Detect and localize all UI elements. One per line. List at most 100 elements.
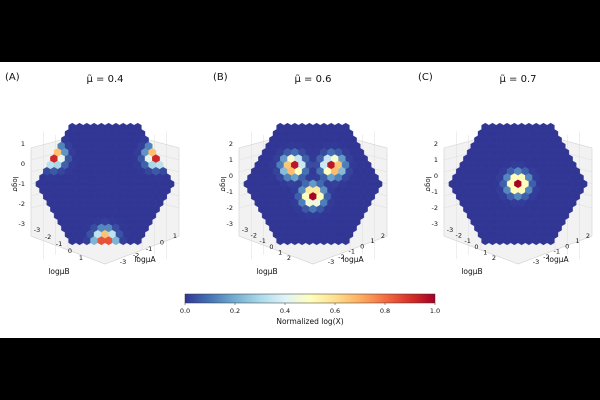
x-axis-label: logμA <box>342 255 364 264</box>
heatmap-cell <box>283 236 292 246</box>
panel-label: (C) <box>418 72 433 83</box>
x-tick-label: 0 <box>565 242 569 250</box>
z-tick-label: -1 <box>19 180 25 188</box>
heatmap-cell <box>320 236 328 246</box>
x-tick-label: 0 <box>160 239 164 247</box>
y-tick-label: 2 <box>492 254 496 262</box>
colorbar-tick-label: 0.0 <box>180 307 190 315</box>
heatmap-cell <box>97 236 106 246</box>
heatmap-cell <box>112 236 120 246</box>
heatmap-cell <box>305 236 314 246</box>
heatmap-cell <box>525 236 533 246</box>
z-tick-label: -1 <box>227 188 233 196</box>
x-tick-label: -2 <box>543 253 549 261</box>
heatmap-cell <box>517 236 526 246</box>
y-tick-label: 0 <box>474 243 478 251</box>
panel-0: (A) μ̃ = 0.410-1-2-3logσ-3-2-101logμB-3-2… <box>5 72 180 276</box>
panel-1: (B) μ̃ = 0.6210-1-2-3logσ-3-2-1012logμB-3… <box>213 72 388 276</box>
heatmap-cell <box>481 236 490 246</box>
y-tick-label: 1 <box>278 248 282 256</box>
heatmap-cell <box>341 236 350 246</box>
z-tick-label: 1 <box>229 156 233 164</box>
y-tick-label: -3 <box>242 226 248 234</box>
x-tick-label: 1 <box>371 237 375 245</box>
heatmap-cell <box>82 236 91 246</box>
heatmap-cell <box>276 236 285 246</box>
y-tick-label: -2 <box>456 232 462 240</box>
z-tick-label: 0 <box>21 160 25 168</box>
panel-2: (C) μ̃ = 0.7210-1-2-3logσ-3-2-1012logμB-3… <box>418 72 593 276</box>
heatmap-cell <box>291 236 299 246</box>
z-tick-label: -3 <box>227 220 233 228</box>
heatmap-cell <box>510 236 519 246</box>
z-tick-label: 0 <box>229 172 233 180</box>
x-tick-label: 1 <box>173 232 177 240</box>
x-tick-label: -3 <box>328 258 334 266</box>
x-axis-label: logμA <box>547 255 569 264</box>
y-axis-label: logμB <box>48 267 69 276</box>
x-tick-label: 0 <box>360 242 364 250</box>
heatmap-cell <box>104 236 113 246</box>
colorbar: 0.0 0.2 0.4 0.6 0.8 1.0 Normalized log(X) <box>180 293 440 326</box>
x-tick-label: 2 <box>586 232 590 240</box>
heatmap-cell <box>546 236 555 246</box>
heatmap-hexagon <box>448 122 588 246</box>
z-tick-label: -3 <box>432 220 438 228</box>
x-tick-label: -1 <box>554 248 560 256</box>
colorbar-gradient <box>184 293 436 304</box>
y-tick-label: -3 <box>34 226 40 234</box>
y-tick-label: 1 <box>483 248 487 256</box>
x-axis-label: logμA <box>134 255 156 264</box>
colorbar-tick-label: 0.4 <box>280 307 290 315</box>
x-tick-label: -2 <box>133 252 139 260</box>
colorbar-tick-label: 0.8 <box>380 307 390 315</box>
z-tick-label: -2 <box>432 204 438 212</box>
z-tick-label: 0 <box>434 172 438 180</box>
colorbar-tick-label: 0.6 <box>330 307 340 315</box>
y-tick-label: -1 <box>56 240 62 248</box>
z-tick-label: -2 <box>19 200 25 208</box>
y-tick-label: -2 <box>45 233 51 241</box>
x-tick-label: -3 <box>533 258 539 266</box>
y-tick-label: 0 <box>269 243 273 251</box>
z-tick-label: 2 <box>434 140 438 148</box>
heatmap-cell <box>532 236 540 246</box>
x-tick-label: -2 <box>338 253 344 261</box>
heatmap-cell <box>119 236 128 246</box>
x-tick-label: -1 <box>146 245 152 253</box>
heatmap-hexagon <box>243 122 383 246</box>
heatmap-cell <box>90 236 98 246</box>
x-tick-label: -3 <box>120 258 126 266</box>
figure-canvas: (A) μ̃ = 0.4 1 0 -1 -2 -3 logσ -3 -2 -1 0 1 logμB -3 -2… <box>0 62 600 338</box>
y-axis-label: logμB <box>256 267 277 276</box>
z-tick-label: 2 <box>229 140 233 148</box>
heatmap-cell <box>327 236 335 246</box>
heatmap-cell <box>68 236 77 246</box>
y-tick-label: 0 <box>68 247 72 255</box>
colorbar-tick-label: 0.2 <box>230 307 240 315</box>
y-tick-label: 2 <box>287 254 291 262</box>
z-tick-label: 1 <box>434 156 438 164</box>
y-tick-label: -1 <box>464 237 470 245</box>
panel-title: μ̃ = 0.4 <box>86 73 123 85</box>
panel-label: (B) <box>213 72 228 83</box>
heatmap-cell <box>539 236 548 246</box>
z-tick-label: -1 <box>432 188 438 196</box>
panel-label: (A) <box>5 72 20 83</box>
heatmap-hexagon <box>35 122 175 246</box>
z-tick-label: -3 <box>19 220 25 228</box>
y-axis-label: logμB <box>461 267 482 276</box>
heatmap-cell <box>75 236 84 246</box>
panel-title: μ̃ = 0.7 <box>499 73 536 85</box>
x-tick-label: 1 <box>576 237 580 245</box>
z-axis-label: logσ <box>424 176 432 192</box>
x-tick-label: -1 <box>349 248 355 256</box>
y-tick-label: -3 <box>447 226 453 234</box>
heatmap-cell <box>133 236 142 246</box>
y-tick-label: 1 <box>79 254 83 262</box>
heatmap-cell <box>496 236 504 246</box>
heatmap-cell <box>503 236 511 246</box>
y-tick-label: -1 <box>259 237 265 245</box>
figure-svg: (A) μ̃ = 0.410-1-2-3logσ-3-2-101logμB-3-2… <box>5 72 593 326</box>
y-tick-label: -2 <box>251 232 257 240</box>
